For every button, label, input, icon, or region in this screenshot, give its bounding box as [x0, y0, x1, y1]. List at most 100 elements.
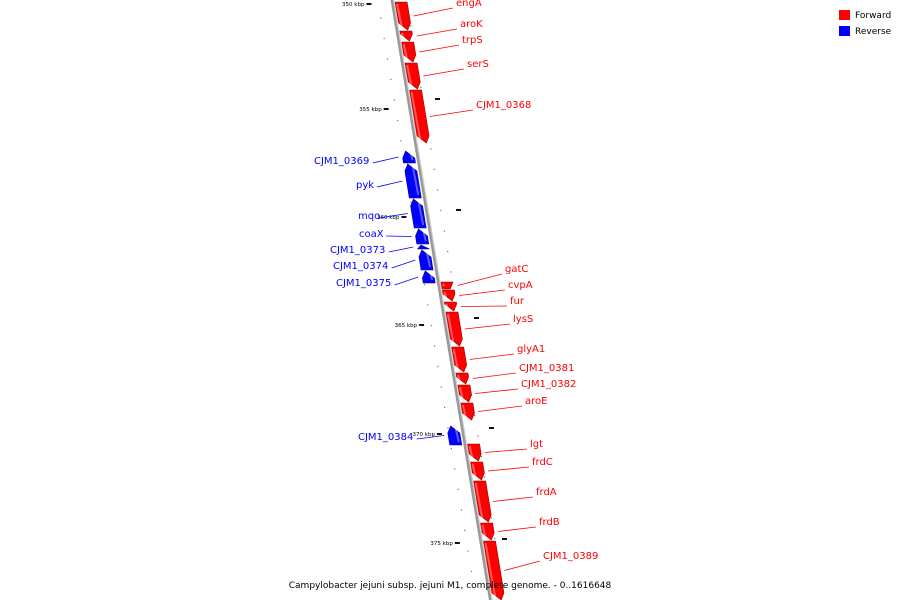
gene-label-trps[interactable]: trpS	[462, 35, 483, 46]
gene-arrow-cjm1-0381[interactable]	[455, 372, 469, 385]
gene-cjm1-0384[interactable]	[447, 425, 463, 446]
gene-aroe[interactable]	[460, 402, 475, 421]
gene-arrow-pyk[interactable]	[404, 163, 422, 199]
gene-cjm1-0369[interactable]	[402, 150, 416, 164]
gene-arrow-cjm1-0384[interactable]	[447, 425, 463, 446]
gene-arrow-cvpa[interactable]	[442, 289, 456, 302]
gene-label-cjm1-0389[interactable]: CJM1_0389	[543, 551, 598, 562]
gene-highlight	[406, 64, 413, 87]
gene-arrow-cjm1-0382[interactable]	[457, 384, 472, 403]
gene-cvpa[interactable]	[442, 289, 456, 302]
gene-label-cjm1-0373[interactable]: CJM1_0373	[330, 245, 385, 256]
minor-tick-dot	[400, 140, 402, 142]
gene-enga[interactable]	[394, 1, 411, 31]
leader-line-cjm1-0375	[394, 276, 419, 286]
gene-arrow-fur[interactable]	[443, 301, 458, 312]
gene-gatc[interactable]	[440, 281, 454, 290]
gene-label-cjm1-0381[interactable]: CJM1_0381	[519, 363, 574, 374]
gene-highlight	[402, 43, 408, 60]
gene-label-gatc[interactable]: gatC	[505, 264, 528, 275]
gene-arrow-cjm1-0389[interactable]	[483, 540, 505, 600]
minor-tick-dot	[443, 406, 446, 409]
gene-label-cjm1-0368[interactable]: CJM1_0368	[476, 100, 531, 111]
minor-tick-dot	[447, 427, 449, 429]
tick-label-355-kbp: 355 kbp	[359, 107, 382, 113]
gene-label-sers[interactable]: serS	[467, 59, 489, 70]
gene-label-arok[interactable]: aroK	[460, 19, 483, 30]
gene-glya1[interactable]	[451, 346, 468, 373]
gene-label-coax[interactable]: coaX	[359, 229, 384, 240]
gene-coax[interactable]	[415, 228, 430, 245]
gene-arrow-coax[interactable]	[415, 228, 430, 245]
gene-arrow-trps[interactable]	[401, 41, 417, 63]
gene-highlight	[468, 445, 474, 459]
gene-arrow-sers[interactable]	[404, 62, 421, 90]
gene-label-aroe[interactable]: aroE	[525, 396, 547, 407]
gene-label-fur[interactable]: fur	[510, 296, 525, 307]
gene-mqo[interactable]	[410, 198, 427, 229]
backbone-line	[390, 0, 492, 600]
gene-highlight	[417, 200, 425, 226]
gene-arrow-mqo[interactable]	[410, 198, 427, 229]
leader-line-lyss	[464, 323, 511, 330]
gene-lgt[interactable]	[467, 443, 482, 462]
gene-cjm1-0368[interactable]	[409, 89, 430, 144]
gene-label-cjm1-0382[interactable]: CJM1_0382	[521, 379, 576, 390]
gene-label-cjm1-0374[interactable]: CJM1_0374	[333, 261, 388, 272]
gene-arrow-arok[interactable]	[399, 30, 413, 42]
gene-cjm1-0381[interactable]	[455, 372, 469, 385]
gene-frdb[interactable]	[480, 522, 495, 541]
gene-arok[interactable]	[399, 30, 413, 42]
gene-arrow-cjm1-0368[interactable]	[409, 89, 430, 144]
gene-cjm1-0373[interactable]	[416, 244, 430, 250]
gene-label-cjm1-0375[interactable]: CJM1_0375	[336, 278, 391, 289]
gene-arrow-gatc[interactable]	[440, 281, 454, 290]
minor-tick-dot	[457, 488, 459, 491]
major-tick-mark	[366, 3, 372, 5]
gene-highlight	[409, 152, 414, 161]
gene-frdc[interactable]	[470, 461, 485, 481]
minor-tick-dot	[477, 435, 479, 437]
gene-label-cjm1-0369[interactable]: CJM1_0369	[314, 156, 369, 167]
minor-tick-dot	[423, 283, 426, 286]
gene-arrow-cjm1-0373[interactable]	[416, 244, 430, 250]
gene-highlight	[454, 427, 460, 443]
gene-sers[interactable]	[404, 62, 421, 90]
gene-highlight	[446, 313, 455, 344]
gene-label-cjm1-0384[interactable]: CJM1_0384	[358, 432, 413, 443]
gene-label-pyk[interactable]: pyk	[356, 180, 374, 191]
gene-label-glya1[interactable]: glyA1	[517, 344, 545, 355]
gene-cjm1-0374[interactable]	[418, 249, 434, 271]
gene-cjm1-0382[interactable]	[457, 384, 472, 403]
gene-label-frda[interactable]: frdA	[536, 487, 557, 498]
gene-arrow-enga[interactable]	[394, 1, 411, 31]
gene-arrow-cjm1-0375[interactable]	[422, 270, 436, 284]
leader-line-cjm1-0384	[416, 435, 445, 440]
gene-frda[interactable]	[473, 480, 492, 523]
gene-label-frdc[interactable]: frdC	[532, 457, 553, 468]
gene-arrow-frda[interactable]	[473, 480, 492, 523]
gene-highlight	[458, 386, 464, 400]
gene-arrow-frdb[interactable]	[480, 522, 495, 541]
gene-fur[interactable]	[443, 301, 458, 312]
gene-label-frdb[interactable]: frdB	[539, 517, 560, 528]
gene-label-lyss[interactable]: lysS	[513, 314, 533, 325]
gene-trps[interactable]	[401, 41, 417, 63]
gene-arrow-frdc[interactable]	[470, 461, 485, 481]
gene-label-mqo[interactable]: mqo	[358, 211, 380, 222]
gene-label-enga[interactable]: engA	[456, 0, 482, 9]
gene-cjm1-0389[interactable]	[483, 540, 505, 600]
gene-arrow-cjm1-0374[interactable]	[418, 249, 434, 271]
gene-pyk[interactable]	[404, 163, 422, 199]
gene-label-cvpa[interactable]: cvpA	[508, 280, 533, 291]
gene-arrow-lgt[interactable]	[467, 443, 482, 462]
gene-arrow-aroe[interactable]	[460, 402, 475, 421]
gene-highlight	[442, 283, 446, 287]
gene-arrow-cjm1-0369[interactable]	[402, 150, 416, 164]
gene-label-lgt[interactable]: lgt	[530, 439, 543, 450]
gene-arrow-glya1[interactable]	[451, 346, 468, 373]
gene-cjm1-0375[interactable]	[422, 270, 436, 284]
gene-lyss[interactable]	[445, 311, 463, 347]
gene-arrow-lyss[interactable]	[445, 311, 463, 347]
minor-tick-dot	[467, 550, 469, 552]
